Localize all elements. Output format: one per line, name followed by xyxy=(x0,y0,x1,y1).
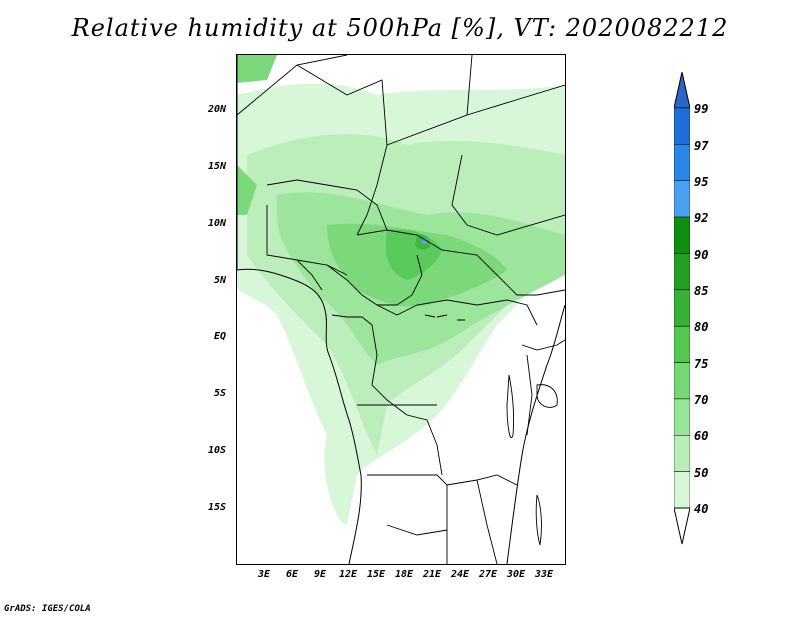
map-panel xyxy=(236,54,566,565)
lat-label: 10S xyxy=(208,445,227,456)
colorbar xyxy=(674,72,690,545)
lon-label: 27E xyxy=(479,569,498,580)
colorbar-segment xyxy=(674,435,690,472)
colorbar-label: 40 xyxy=(694,502,709,516)
colorbar-segment xyxy=(674,180,690,218)
lat-label: EQ xyxy=(214,331,227,342)
colorbar-top-arrow xyxy=(674,72,690,109)
colorbar-segment xyxy=(674,253,690,291)
colorbar-label: 60 xyxy=(694,429,709,443)
lon-label: 18E xyxy=(395,569,414,580)
colorbar-label: 80 xyxy=(694,320,709,334)
lat-label: 10N xyxy=(208,218,227,229)
colorbar-segment xyxy=(674,107,690,145)
lat-label: 20N xyxy=(208,104,227,115)
colorbar-label: 75 xyxy=(694,357,709,371)
colorbar-segment xyxy=(674,216,690,254)
colorbar-label: 95 xyxy=(694,175,709,189)
lat-label: 15S xyxy=(208,502,227,513)
colorbar-segment xyxy=(674,289,690,327)
country-borders xyxy=(237,55,565,564)
map-canvas xyxy=(237,55,565,564)
lat-label: 5S xyxy=(214,388,227,399)
colorbar-segments xyxy=(674,107,690,509)
lon-label: 24E xyxy=(451,569,470,580)
colorbar-segment xyxy=(674,325,690,363)
credit-label: GrADS: IGES/COLA xyxy=(4,604,91,614)
lon-label: 15E xyxy=(367,569,386,580)
colorbar-segment xyxy=(674,144,690,181)
lon-label: 6E xyxy=(286,569,299,580)
colorbar-label: 70 xyxy=(694,393,709,407)
lon-label: 30E xyxy=(507,569,526,580)
coastlines xyxy=(237,55,565,564)
lon-label: 3E xyxy=(258,569,271,580)
humidity-field xyxy=(237,55,565,525)
lon-label: 33E xyxy=(535,569,554,580)
lat-label: 15N xyxy=(208,161,227,172)
colorbar-label: 92 xyxy=(694,211,709,225)
colorbar-bottom-arrow xyxy=(674,507,690,545)
lat-label: 5N xyxy=(214,275,227,286)
colorbar-segment xyxy=(674,362,690,400)
colorbar-label: 50 xyxy=(694,466,709,480)
colorbar-segment xyxy=(674,398,690,436)
lon-label: 12E xyxy=(339,569,358,580)
colorbar-label: 90 xyxy=(694,248,709,262)
lakes xyxy=(424,314,558,546)
map-title: Relative humidity at 500hPa [%], VT: 202… xyxy=(71,14,729,42)
lon-label: 21E xyxy=(423,569,442,580)
colorbar-label: 85 xyxy=(694,284,709,298)
colorbar-label: 99 xyxy=(694,102,709,116)
colorbar-label: 97 xyxy=(694,139,709,153)
colorbar-segment xyxy=(674,471,690,509)
lon-label: 9E xyxy=(314,569,327,580)
